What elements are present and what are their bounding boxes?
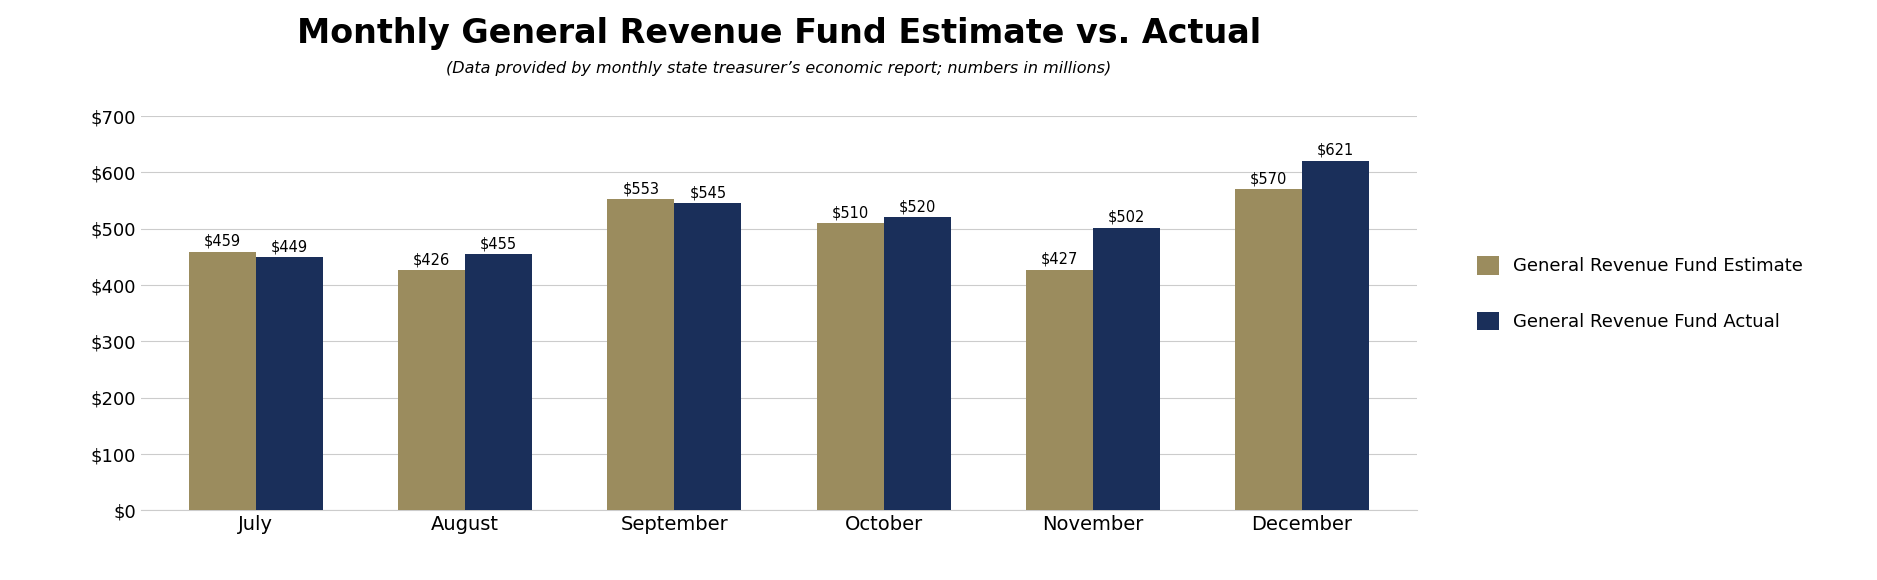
Bar: [1235, 189, 1303, 510]
Legend: General Revenue Fund Estimate, General Revenue Fund Actual: General Revenue Fund Estimate, General R…: [1477, 256, 1804, 331]
Bar: [465, 254, 531, 510]
Bar: [674, 204, 741, 510]
Text: $426: $426: [413, 252, 450, 267]
Text: $545: $545: [689, 186, 726, 201]
Bar: [1027, 270, 1092, 510]
Bar: [884, 218, 950, 510]
Text: $459: $459: [205, 234, 240, 249]
Text: $427: $427: [1040, 252, 1077, 267]
Bar: [1303, 161, 1368, 510]
Bar: [255, 258, 323, 510]
Text: $553: $553: [623, 181, 659, 196]
Text: $502: $502: [1107, 210, 1145, 224]
Text: $449: $449: [270, 240, 308, 255]
Text: $520: $520: [899, 200, 937, 215]
Bar: [190, 252, 255, 510]
Text: (Data provided by monthly state treasurer’s economic report; numbers in millions: (Data provided by monthly state treasure…: [447, 61, 1111, 76]
Text: $621: $621: [1318, 143, 1353, 158]
Bar: [816, 223, 884, 510]
Text: Monthly General Revenue Fund Estimate vs. Actual: Monthly General Revenue Fund Estimate vs…: [297, 17, 1261, 50]
Text: $455: $455: [481, 236, 518, 251]
Bar: [608, 199, 674, 510]
Bar: [1092, 227, 1160, 510]
Bar: [398, 270, 465, 510]
Text: $570: $570: [1250, 172, 1288, 186]
Text: $510: $510: [832, 205, 869, 220]
